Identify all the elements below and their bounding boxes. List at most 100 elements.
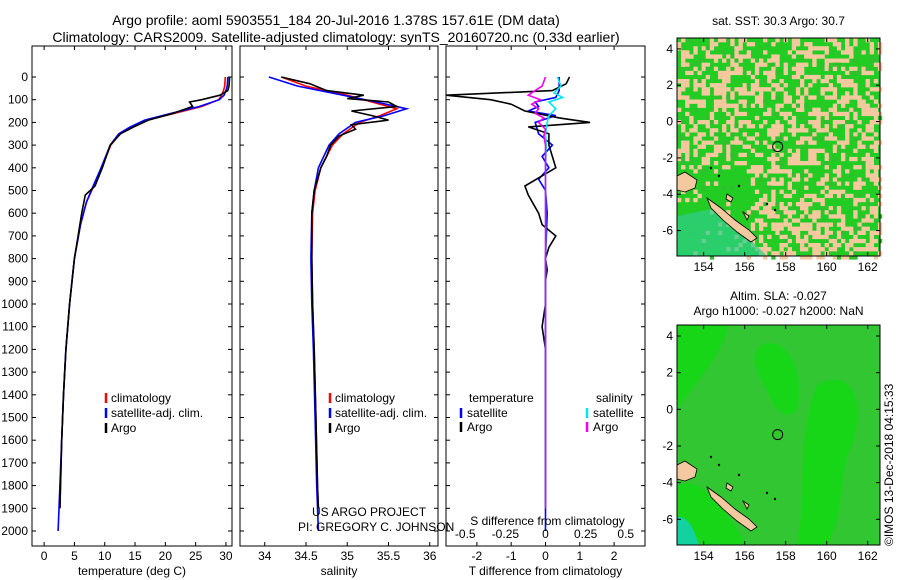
map-sst-sst-cell [689,115,694,121]
map-sst-sst-cell [779,247,784,252]
map-sst-sst-cell [828,214,833,219]
map-sst-sst-cell [845,120,850,125]
map-sst-sst-cell [828,107,833,112]
map-sla-subtitle: Argo h1000: -0.027 h2000: NaN [693,304,863,318]
map-sst-sst-cell [726,202,731,207]
map-sst-sst-cell [767,58,772,63]
map-sst-sst-cell [701,83,706,88]
map-sst-sst-cell [820,206,825,211]
map-sst-sst-cell [681,50,686,55]
map-sst-sst-cell [759,91,764,96]
map-sst-sst-cell [783,222,788,227]
map-sst-sst-cell [795,202,801,207]
map-sst-sst-cell [713,169,719,174]
map-sst-sst-cell [804,202,809,207]
map-sst-sst-cell [849,206,854,211]
map-sst-sst-cell [824,62,829,67]
map-sst-sst-cell [845,79,850,84]
map-sst-islet [773,208,777,212]
map-sst-sst-cell [775,161,780,166]
map-sla-islet [737,473,741,477]
map-sst-sst-cell [836,165,842,170]
map-sst-sst-cell [705,140,710,145]
map-sst-sst-cell [832,214,838,219]
map-sst-sst-cell [804,193,809,199]
diff-legend-label: satellite [467,406,508,420]
map-sst-sst-cell [734,70,739,76]
map-sst-sst-cell [787,87,792,92]
map-sst-sst-cell [820,197,825,203]
map-sst-sst-cell [709,140,715,145]
map-sst-sst-cell [693,46,698,51]
map-sst-sst-cell [754,140,760,145]
map-sst-sst-cell [845,169,850,174]
map-sst-sst-cell [722,87,727,92]
map-sst-sst-cell [873,238,879,244]
map-sst-sst-cell [800,197,805,203]
map-sst-sst-cell [845,83,850,88]
map-sst-sst-cell [713,42,719,47]
map-sst-sst-cell [836,79,842,84]
map-sst-sst-cell [734,54,739,59]
map-sst-sst-cell [832,177,838,182]
map-sst-sst-cell [730,91,735,96]
map-sst-sst-cell [820,54,825,59]
map-sst-sst-cell [722,107,727,112]
map-sst-sst-cell [705,87,710,92]
differences-xtick2-label: 0.25 [574,527,598,541]
map-sst-sst-cell [689,99,694,104]
map-sst-sst-cell [820,177,825,182]
map-sst-sst-cell [828,193,833,199]
map-sla-ytick-label: -4 [662,476,673,490]
map-sst-sst-cell [812,46,817,51]
map-sst-sst-cell [865,243,870,248]
map-sst-sst-cell [771,218,776,223]
map-sst-sst-cell [705,115,710,121]
map-sst-sst-cell [861,226,866,231]
temperature-xtick-label: 15 [128,549,142,563]
map-sst-sst-cell [709,46,715,51]
map-sst-sst-cell [754,115,760,121]
map-sst-sst-cell [849,120,854,125]
map-sst-sst-cell [701,91,706,96]
map-sst-sst-cell [828,132,833,137]
map-sst-sst-cell [808,255,813,260]
map-sst-sst-cell [824,115,829,121]
map-sst-sst-cell [726,87,731,92]
map-sst-sst-cell [820,222,825,227]
map-sst-sst-cell [800,243,805,248]
map-sst-sst-cell [804,50,809,55]
map-sst-sst-cell [754,173,760,178]
map-sst-sst-cell [816,214,821,219]
map-sst-sst-cell [845,38,850,43]
map-sst-sst-cell [845,124,850,129]
map-sst-sst-cell [824,124,829,129]
map-sst-sst-cell [873,144,879,149]
map-sst-sst-cell [861,99,866,104]
map-sst-sst-cell [787,74,792,80]
map-sst-sst-cell [836,181,842,186]
map-sst-sst-cell [869,70,874,76]
map-sst-sst-cell [771,193,776,199]
map-sst-sst-cell [791,226,797,231]
map-sst-sst-cell [845,226,850,231]
map-sst-sst-cell [791,161,797,166]
map-sst-sst-cell [787,210,792,215]
map-sst-sst-cell [759,238,764,244]
map-sst-sst-cell [771,70,776,76]
map-sst-sst-cell [771,251,776,256]
map-sst-sst-cell [681,136,686,141]
map-sst-sst-cell [816,161,821,166]
temperature-legend-label: climatology [111,391,171,405]
map-sst-sst-cell [767,156,772,162]
depth-tick-label: 100 [8,93,28,107]
map-sst-sst-cell [705,156,710,162]
map-sst-sst-cell [726,132,731,137]
map-sst-sst-cell [681,165,686,170]
map-sst-sst-cell [841,140,846,145]
map-sst-sst-cell [730,103,735,108]
map-sst-sst-cell [845,111,850,117]
map-sst-sst-cell [754,169,760,174]
map-sst-sst-cell [845,128,850,133]
map-sst-sst-cell [713,66,719,71]
